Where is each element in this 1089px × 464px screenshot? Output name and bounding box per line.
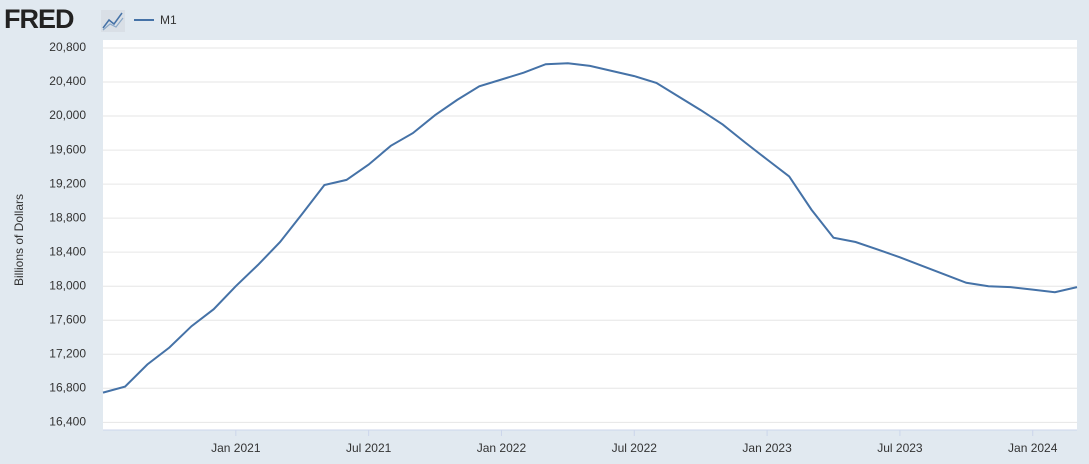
y-axis-label: Billions of Dollars [12, 194, 26, 286]
x-tick-label: Jul 2022 [612, 441, 658, 455]
x-tick-label: Jul 2021 [346, 441, 392, 455]
y-tick-label: 16,400 [49, 415, 86, 429]
x-tick-label: Jan 2023 [742, 441, 792, 455]
y-tick-label: 18,000 [49, 278, 86, 292]
y-tick-label: 18,400 [49, 244, 86, 258]
x-tick-label: Jan 2024 [1008, 441, 1058, 455]
y-tick-label: 20,400 [49, 74, 86, 88]
y-tick-label: 20,000 [49, 108, 86, 122]
y-tick-label: 16,800 [49, 380, 86, 394]
data-line [102, 62, 1078, 394]
y-tick-label: 20,800 [49, 40, 86, 54]
y-tick-label: 19,600 [49, 142, 86, 156]
x-tick-label: Jan 2022 [477, 441, 527, 455]
y-tick-label: 19,200 [49, 176, 86, 190]
y-tick-label: 18,800 [49, 210, 86, 224]
logo-icon [101, 10, 125, 32]
brand-logo[interactable]: FRED [4, 4, 75, 34]
x-tick-label: Jan 2021 [211, 441, 261, 455]
plot-area [103, 40, 1077, 430]
y-tick-label: 17,600 [49, 312, 86, 326]
x-tick-label: Jul 2023 [877, 441, 923, 455]
y-tick-label: 17,200 [49, 346, 86, 360]
legend-label: M1 [160, 13, 177, 27]
